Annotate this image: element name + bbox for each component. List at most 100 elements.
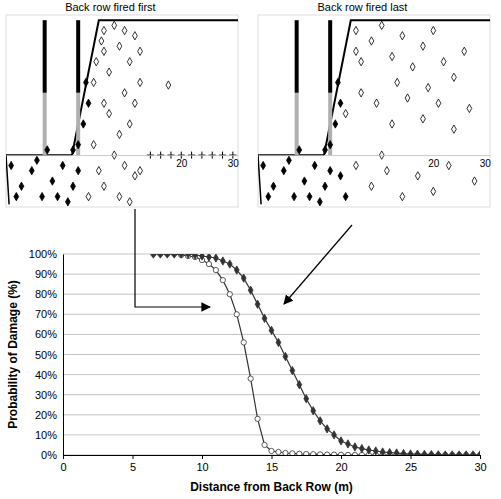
tick-mark [202,455,203,459]
point [352,443,357,451]
tick-label: 25 [405,461,417,473]
point [343,109,348,117]
point [369,182,374,190]
point [91,78,96,86]
point [401,449,406,455]
point [266,192,271,200]
bench-floor [258,155,324,204]
point [471,451,476,455]
point [304,451,309,455]
point [86,99,91,107]
point [102,26,107,34]
tick-label: 20% [35,409,57,421]
grid-line [63,354,480,355]
point [107,68,112,76]
point [71,146,76,154]
arrow [284,225,352,304]
point [122,89,127,97]
point [179,254,184,258]
point [426,83,431,91]
panel-title: Back row fired last [317,1,407,13]
point [307,192,312,200]
plot-area [258,20,490,206]
grid-line [63,274,480,275]
arrow [135,209,210,307]
point [297,146,302,154]
point [338,99,343,107]
tick-label: 10 [196,461,208,473]
point [234,266,239,274]
point [138,78,143,86]
axis-line [63,255,64,456]
point [60,161,65,169]
plot-area [6,20,238,206]
point [81,120,86,128]
point [186,254,191,258]
borehole-charge [43,93,47,155]
borehole-stemming [76,20,80,93]
point [354,26,359,34]
point [415,450,420,455]
point [441,58,446,66]
point [261,161,266,169]
point [333,120,338,128]
tick-label: 60% [35,328,57,340]
point [127,198,132,206]
point [297,380,302,388]
point [421,115,426,123]
line-chart: 0%10%20%30%40%50%60%70%80%90%100%0510152… [6,248,487,494]
tick: 60% [35,328,63,340]
tick: 5 [130,455,136,473]
point [332,431,337,439]
y-axis-title: Probability of Damage (%) [6,280,20,429]
borehole-stemming [43,20,47,93]
point [255,300,260,308]
point [410,63,415,71]
point [421,42,426,50]
grid-line [63,314,480,315]
point [290,451,295,455]
point [248,286,253,294]
point [312,161,317,169]
point [241,274,246,282]
tick-label: 20 [428,158,440,169]
grid-line [63,254,480,255]
point [390,52,395,60]
point [323,146,328,154]
axis-line [7,155,239,156]
tick: 30% [35,389,63,401]
point [94,58,99,66]
grid-line [63,394,480,395]
grid-line [63,414,480,415]
tick-label: 100% [29,248,57,260]
borehole-stemming [328,20,332,93]
tick-label: 15 [266,461,278,473]
tick: 10 [196,455,208,473]
point [318,417,323,425]
point [151,254,156,258]
point [45,146,50,154]
point [262,442,267,447]
point [379,21,384,29]
borehole-charge [295,93,299,155]
point [359,444,364,452]
point [40,192,45,200]
tick-label: 0% [41,449,57,461]
point [227,260,232,268]
point [165,254,170,258]
point [55,192,60,200]
tick: 20% [35,409,63,421]
point [467,104,472,112]
tick-mark [272,455,273,459]
grid [63,254,480,455]
grid-line [63,294,480,295]
point [311,452,316,455]
tick: 100% [29,248,63,260]
tick: 30 [480,155,492,169]
bench-face [72,20,238,155]
point [478,451,480,455]
point [209,152,216,159]
x-axis-title: Distance from Back Row (m) [190,480,353,494]
arrows [135,209,352,307]
point [429,450,434,455]
